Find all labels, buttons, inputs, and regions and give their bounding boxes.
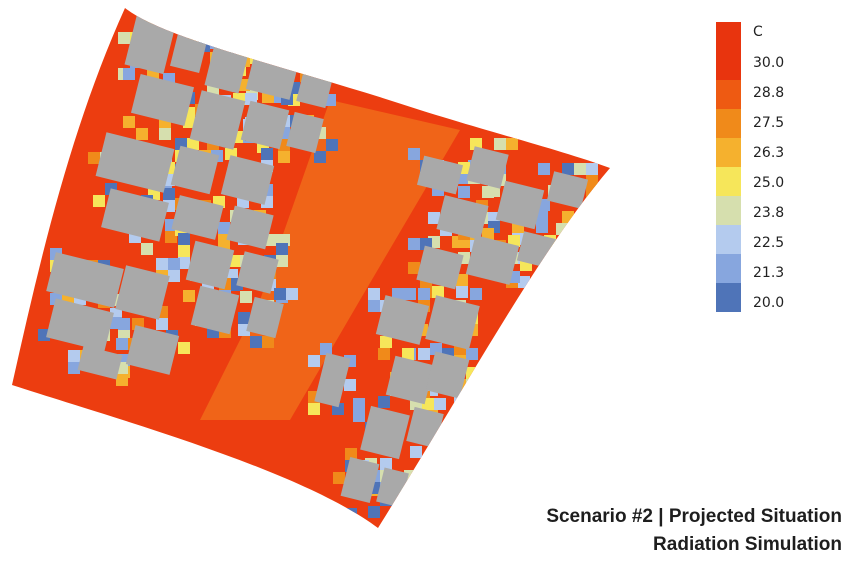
- legend-swatch: [716, 51, 741, 80]
- building: [246, 296, 284, 339]
- building: [495, 180, 545, 230]
- legend-label: 21.3: [753, 265, 785, 281]
- legend-label: 26.3: [753, 145, 785, 161]
- building: [240, 100, 290, 150]
- legend-swatch: [716, 109, 741, 138]
- building: [46, 298, 114, 352]
- building: [425, 351, 470, 399]
- building: [360, 405, 410, 460]
- building: [130, 73, 195, 127]
- building: [77, 345, 123, 380]
- legend-unit: C: [753, 24, 763, 40]
- building: [436, 195, 489, 240]
- building: [125, 325, 180, 375]
- building: [171, 195, 224, 240]
- legend-swatch: [716, 80, 741, 109]
- building: [101, 188, 169, 242]
- building: [385, 355, 435, 405]
- legend-swatch: [716, 138, 741, 167]
- building: [466, 146, 509, 189]
- legend-swatch-top: [716, 22, 741, 51]
- legend-label: 22.5: [753, 235, 785, 251]
- legend-label: 20.0: [753, 295, 785, 311]
- building: [95, 132, 175, 193]
- legend-label: 30.0: [753, 55, 785, 71]
- caption-line-1: Scenario #2 | Projected Situation: [546, 506, 842, 527]
- building: [46, 252, 124, 308]
- building: [425, 295, 480, 350]
- legend-swatch: [716, 225, 741, 254]
- building: [236, 251, 279, 294]
- temperature-legend: C 30.0 28.8 27.5 26.3 25.0 23.8 22.5 21.3 20.0: [716, 22, 836, 322]
- building: [416, 155, 464, 195]
- building: [546, 171, 589, 209]
- building: [189, 90, 246, 150]
- building: [465, 235, 520, 285]
- buildings: [46, 15, 589, 508]
- legend-swatch: [716, 196, 741, 225]
- building: [286, 111, 324, 154]
- building: [375, 295, 430, 345]
- legend-label: 25.0: [753, 175, 785, 191]
- legend-label: 28.8: [753, 85, 785, 101]
- building: [416, 245, 464, 290]
- building: [226, 205, 274, 250]
- legend-label: 23.8: [753, 205, 785, 221]
- building: [124, 15, 176, 75]
- building: [314, 352, 351, 408]
- caption-line-2: Radiation Simulation: [653, 534, 842, 555]
- building: [170, 145, 220, 195]
- legend-swatch: [716, 283, 741, 312]
- building: [185, 240, 235, 290]
- legend-label: 27.5: [753, 115, 785, 131]
- building: [115, 265, 170, 320]
- building: [220, 155, 275, 205]
- legend-swatch: [716, 167, 741, 196]
- building: [190, 285, 240, 335]
- building: [340, 456, 380, 504]
- legend-swatch: [716, 254, 741, 283]
